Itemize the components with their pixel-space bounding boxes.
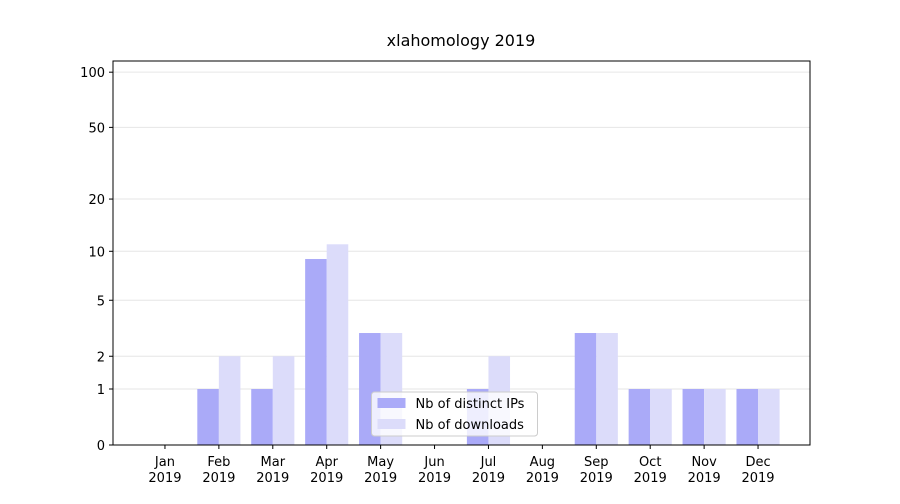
- bar: [650, 389, 672, 445]
- bar: [736, 389, 759, 445]
- y-tick-label: 1: [97, 383, 105, 398]
- bar: [758, 389, 780, 445]
- x-tick-label: Nov 2019: [688, 455, 721, 486]
- x-tick-label: Mar 2019: [256, 455, 289, 486]
- legend-swatch: [377, 398, 406, 408]
- bar: [305, 258, 327, 445]
- x-tick-label: Apr 2019: [310, 455, 343, 486]
- bar: [218, 356, 241, 445]
- legend-swatch: [377, 419, 406, 429]
- y-tick-label: 0: [97, 439, 105, 454]
- y-tick-label: 10: [88, 245, 105, 260]
- y-tick-label: 5: [97, 294, 105, 309]
- legend-label: Nb of downloads: [416, 418, 525, 433]
- bar: [682, 389, 705, 445]
- legend-box: [371, 391, 538, 437]
- x-tick-label: Dec 2019: [741, 455, 774, 486]
- legend-label: Nb of distinct IPs: [416, 397, 525, 412]
- x-tick-label: Jul 2019: [472, 455, 505, 486]
- bar: [251, 389, 273, 445]
- plot-frame: [112, 60, 811, 446]
- y-tick-label: 2: [97, 350, 105, 365]
- x-tick-label: Jan 2019: [148, 455, 181, 486]
- bar: [272, 356, 295, 445]
- y-tick-label: 100: [80, 66, 105, 81]
- y-tick-label: 50: [88, 121, 105, 136]
- bar: [628, 389, 651, 445]
- x-tick-label: Aug 2019: [526, 455, 559, 486]
- bar: [197, 389, 219, 445]
- bar: [326, 244, 349, 445]
- x-tick-label: Oct 2019: [634, 455, 667, 486]
- bar: [574, 333, 597, 445]
- x-tick-label: Sep 2019: [580, 455, 613, 486]
- bar: [596, 333, 618, 445]
- chart-title: xlahomology 2019: [387, 31, 536, 50]
- y-tick-label: 20: [88, 193, 105, 208]
- x-tick-label: Feb 2019: [202, 455, 235, 486]
- x-tick-label: May 2019: [364, 455, 397, 486]
- bar: [704, 389, 726, 445]
- x-tick-label: Jun 2019: [418, 455, 451, 486]
